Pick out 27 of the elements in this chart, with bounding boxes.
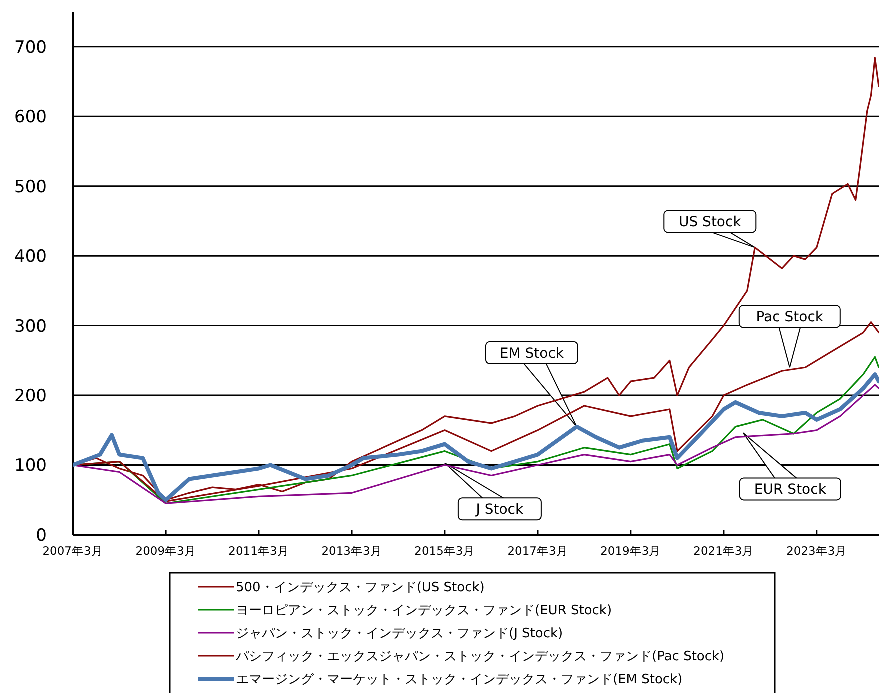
legend-label: 500・インデックス・ファンド(US Stock) [236, 580, 485, 596]
x-tick-label: 2017年3月 [508, 544, 568, 558]
y-tick-label: 500 [14, 177, 47, 198]
legend-label: ヨーロピアン・ストック・インデックス・ファンド(EUR Stock) [236, 604, 612, 619]
y-tick-label: 300 [14, 316, 47, 337]
y-tick-label: 700 [14, 38, 47, 58]
y-tick-label: 100 [14, 456, 47, 476]
annotation: US Stock [678, 214, 742, 231]
y-tick-label: 600 [14, 108, 47, 128]
x-tick-label: 2021年3月 [694, 544, 754, 558]
y-tick-label: 400 [14, 247, 47, 268]
annotation: EM Stock [500, 346, 565, 362]
annotation: J Stock [475, 502, 524, 518]
legend-label: エマージング・マーケット・ストック・インデックス・ファンド(EM Stock) [236, 672, 683, 688]
x-tick-label: 2023年3月 [786, 544, 848, 558]
legend-label: ジャパン・ストック・インデックス・ファンド(J Stock) [236, 626, 564, 642]
x-tick-label: 2011年3月 [228, 544, 290, 558]
x-tick-label: 2009年3月 [136, 544, 196, 558]
x-tick-label: 2019年3月 [600, 544, 662, 558]
x-tick-label: 2007年3月 [42, 544, 104, 558]
annotation: EUR Stock [754, 482, 828, 498]
legend-label: パシフィック・エックスジャパン・ストック・インデックス・ファンド(Pac Stock) [235, 650, 725, 665]
x-tick-label: 2013年3月 [322, 544, 382, 558]
x-tick-label: 2015年3月 [414, 544, 476, 558]
annotation: Pac Stock [756, 310, 824, 326]
y-tick-label: 200 [14, 386, 47, 406]
y-tick-label: 0 [36, 526, 47, 546]
